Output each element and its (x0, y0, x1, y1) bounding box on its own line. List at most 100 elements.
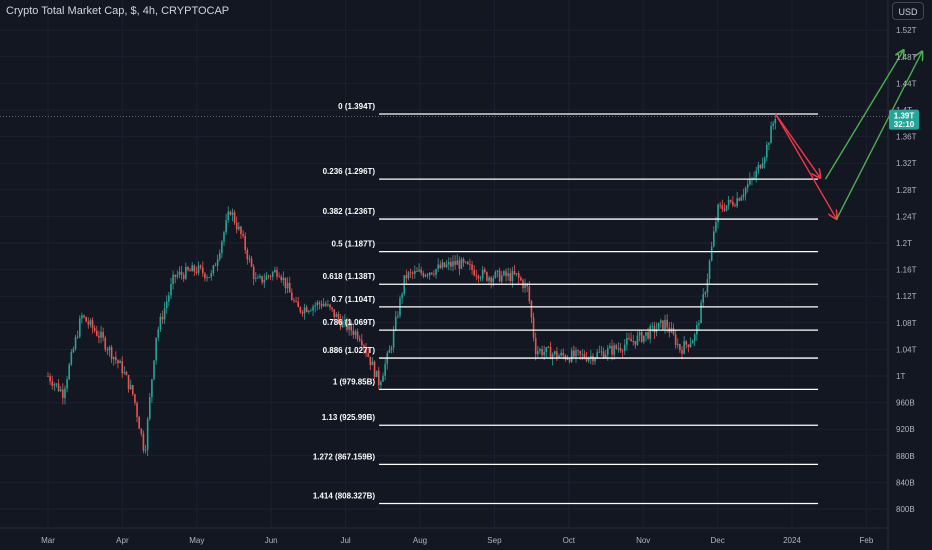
candle-body (414, 271, 416, 274)
fibonacci-retracement[interactable]: 0 (1.394T) 0.236 (1.296T) 0.382 (1.236T) 0.… (313, 102, 819, 505)
candle-body (363, 345, 365, 348)
candle-body (244, 235, 246, 251)
price-axis[interactable]: 800B 840B 880B 920B 960B 1T 1.04T 1.08T 1.12T 1.1… (896, 26, 917, 514)
candle-body (740, 197, 743, 201)
x-tick-label: Oct (563, 536, 576, 545)
candle-body (390, 347, 393, 350)
candle-body (178, 271, 181, 275)
candle-body (486, 272, 488, 281)
candle-body (547, 347, 550, 348)
candle-body (638, 332, 641, 336)
candle-body (144, 449, 147, 451)
candle-body (626, 338, 628, 345)
candle-body (505, 271, 507, 277)
candle-body (452, 261, 454, 267)
candle-body (526, 283, 529, 287)
candle-body (420, 269, 422, 274)
candle-body (392, 329, 395, 348)
candle-body (341, 321, 344, 328)
candle-body (170, 284, 172, 296)
candle-body (142, 433, 145, 451)
y-tick-label: 880B (896, 452, 915, 461)
candle-body (174, 274, 177, 277)
candle-body (471, 264, 473, 270)
candle-body (59, 389, 62, 392)
candle-body (717, 204, 719, 223)
candle-body (201, 267, 204, 274)
candle-body (98, 335, 100, 338)
candle-body (742, 194, 745, 198)
candle-body (155, 337, 157, 361)
fib-level-label: 0.5 (1.187T) (332, 240, 376, 249)
candle-body (242, 234, 244, 236)
y-tick-label: 920B (896, 425, 915, 434)
candle-body (248, 258, 251, 260)
candle-body (621, 350, 624, 352)
candle-body (161, 316, 164, 320)
candle-body (736, 198, 738, 207)
candle-body (566, 358, 569, 360)
candle-body (447, 262, 450, 265)
candle-body (479, 277, 482, 279)
fib-level-label: 0.786 (1.069T) (323, 318, 376, 327)
candle-body (632, 341, 635, 342)
candle-body (729, 199, 732, 202)
candle-body (725, 205, 728, 211)
candle-body (496, 270, 499, 272)
candle-body (424, 274, 427, 277)
y-tick-label: 1.04T (896, 345, 917, 354)
y-tick-label: 1.08T (896, 319, 917, 328)
candle-body (335, 314, 338, 318)
candle-body (318, 302, 321, 305)
candle-body (481, 269, 484, 278)
candle-body (66, 379, 68, 389)
candle-body (49, 376, 51, 382)
candle-body (72, 348, 75, 353)
candle-body (430, 272, 433, 275)
candle-body (774, 118, 777, 124)
candle-body (445, 264, 448, 267)
candle-body (467, 261, 469, 265)
candle-body (407, 272, 410, 279)
candle-body (556, 351, 558, 358)
projection-arrows[interactable] (775, 50, 923, 219)
candle-body (587, 357, 590, 361)
candle-body (560, 352, 562, 356)
candle-body (47, 376, 49, 377)
x-tick-label: May (189, 536, 204, 545)
candle-body (83, 315, 85, 318)
candle-body (108, 347, 111, 351)
candle-body (85, 317, 87, 322)
candle-body (136, 403, 138, 417)
candle-body (416, 271, 418, 272)
candle-body (165, 301, 168, 308)
candle-body (371, 361, 374, 366)
candle-body (611, 345, 613, 355)
currency-button[interactable]: USD (892, 2, 924, 20)
candle-body (189, 270, 191, 272)
candle-body (636, 335, 639, 345)
candle-body (674, 334, 677, 346)
candle-body (706, 279, 709, 293)
x-tick-label: Jul (340, 536, 350, 545)
candle-body (541, 349, 543, 356)
time-axis[interactable]: Mar Apr May Jun Jul Aug Sep Oct Nov Dec 2024 Feb (41, 536, 874, 545)
candle-body (269, 276, 272, 277)
candle-body (585, 357, 588, 361)
candle-body (515, 273, 518, 275)
candle-body (524, 283, 526, 289)
symbol-title[interactable]: Crypto Total Market Cap, $, 4h, CRYPTOCA… (6, 5, 230, 17)
candle-body (106, 349, 109, 351)
candle-body (310, 310, 312, 312)
candle-body (350, 323, 353, 331)
candle-body (753, 177, 755, 179)
candle-body (280, 276, 283, 281)
candle-body (492, 277, 495, 283)
fib-level-label: 0.886 (1.027T) (323, 346, 376, 355)
candle-body (719, 204, 721, 206)
candle-body (297, 301, 300, 308)
candle-body (293, 300, 295, 302)
candle-body (700, 302, 702, 324)
candle-body (55, 383, 58, 385)
